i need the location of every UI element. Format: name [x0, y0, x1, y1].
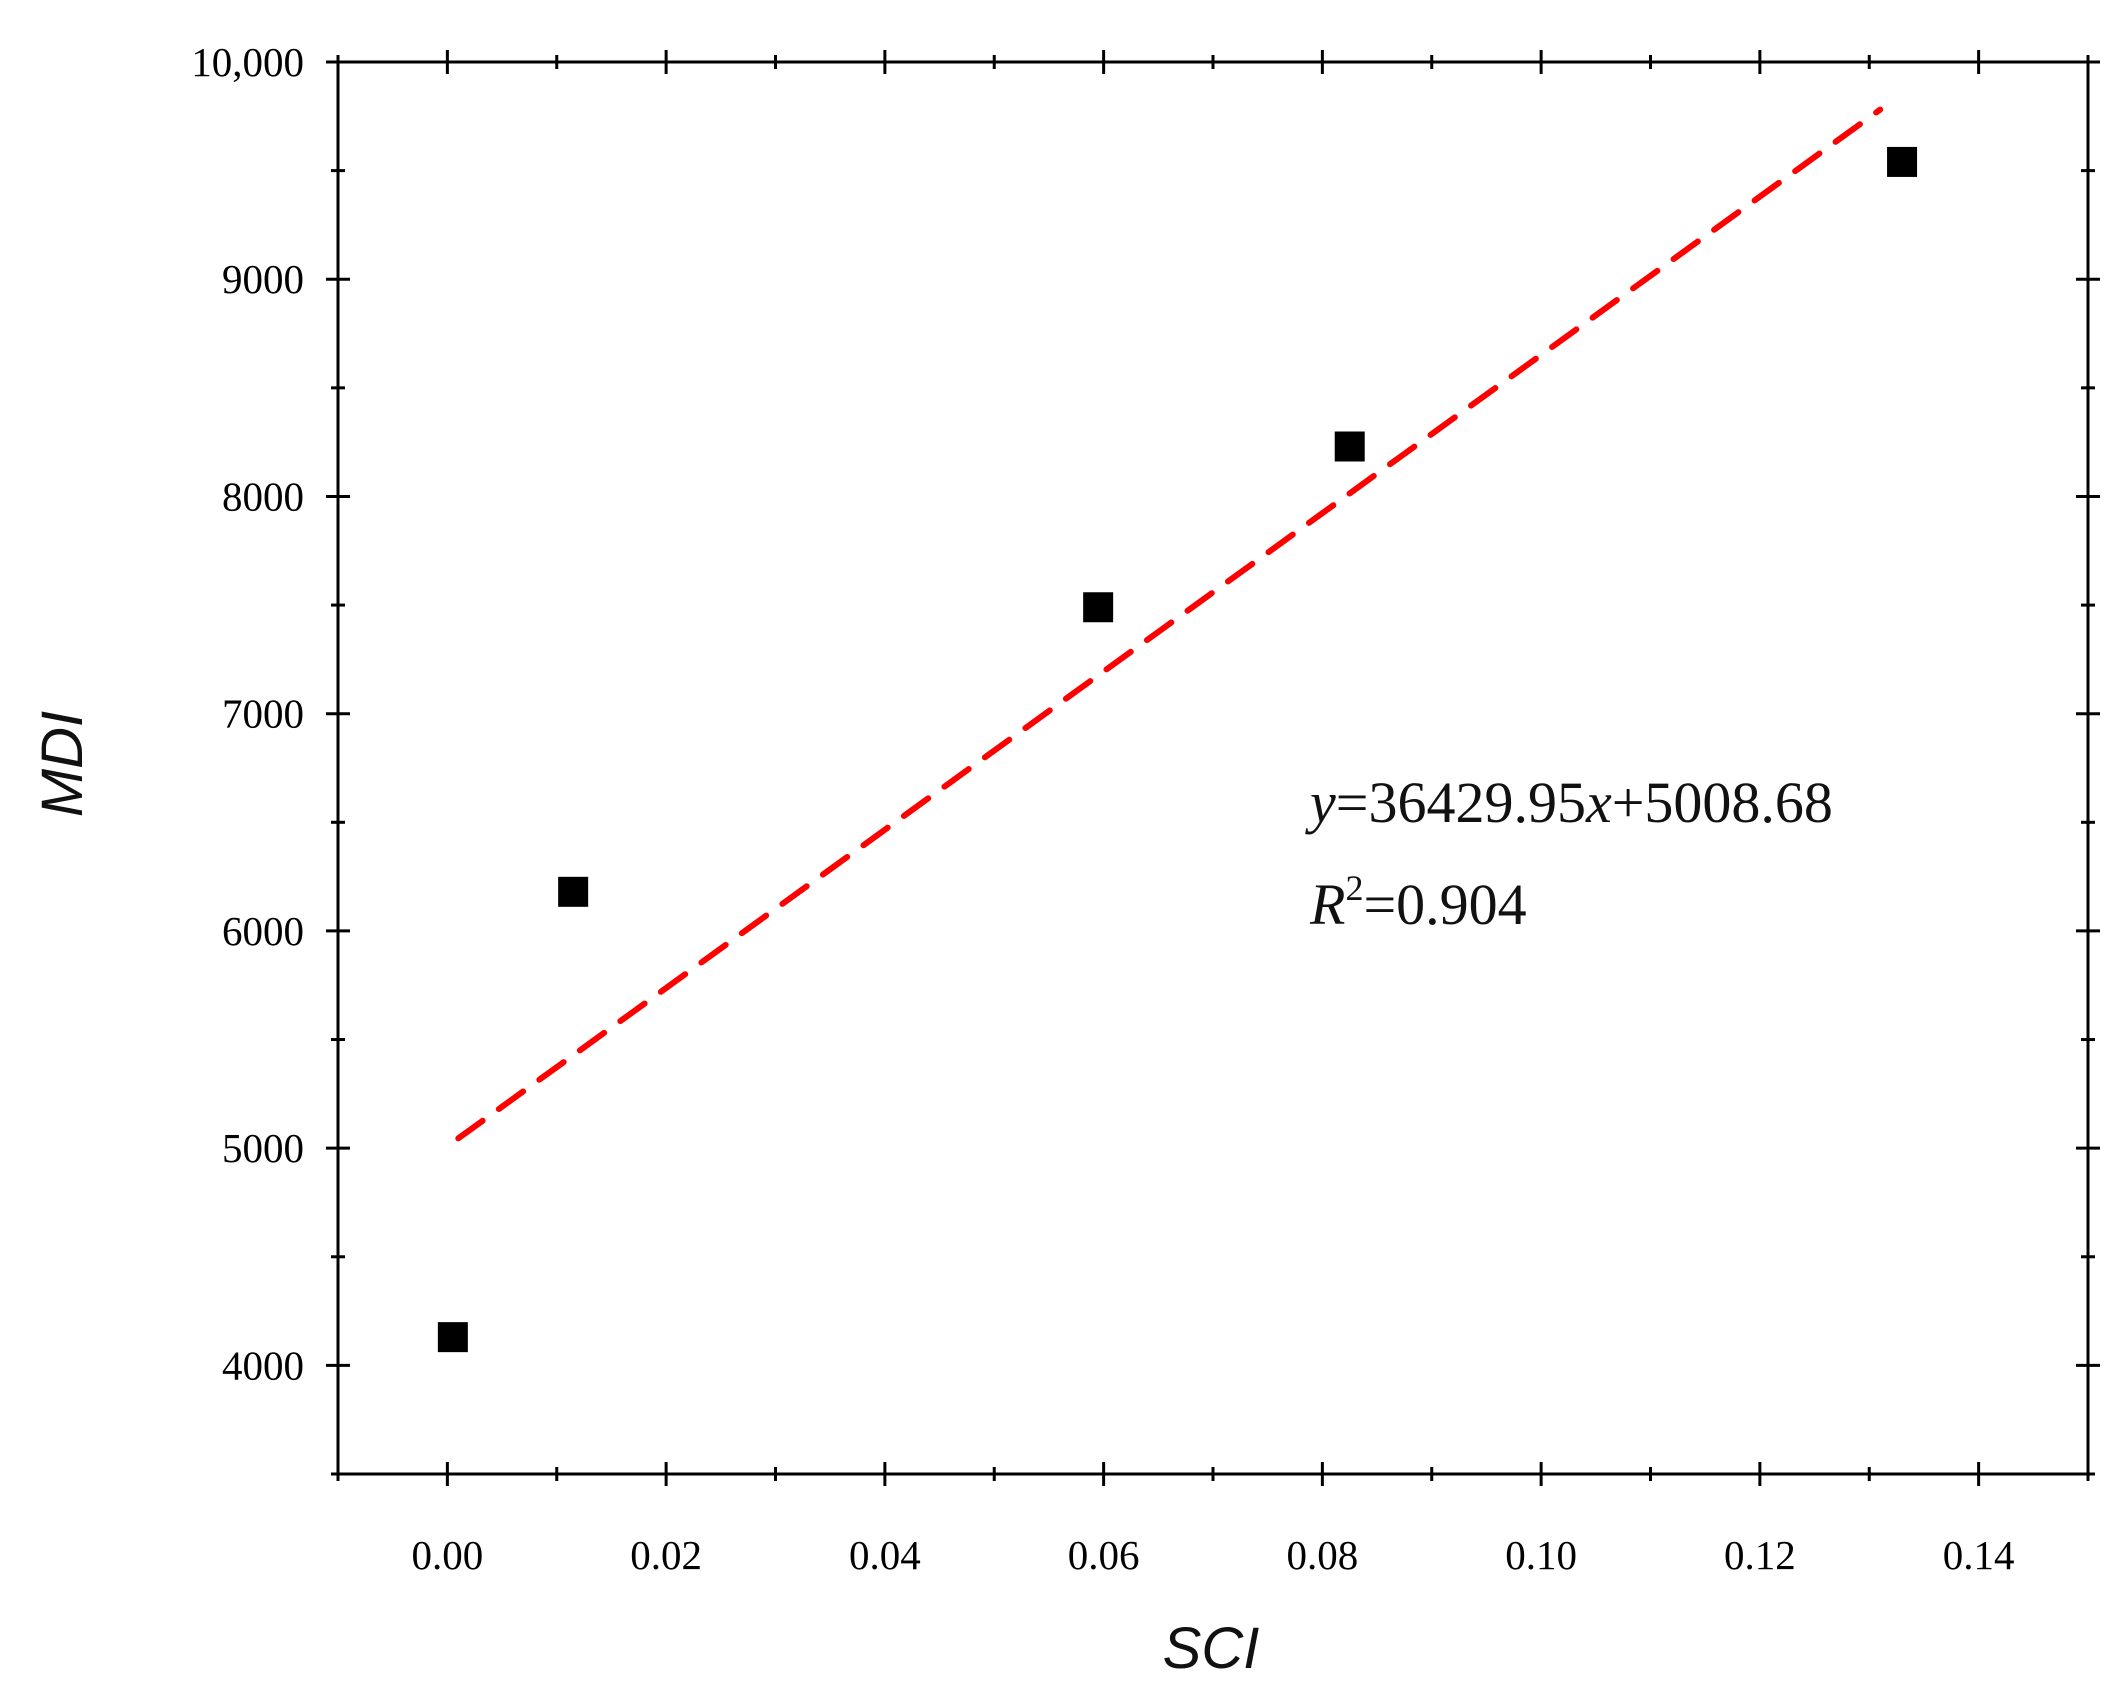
equation-y: y	[1305, 770, 1336, 835]
r-squared: R2=0.904	[1309, 868, 1527, 937]
equation-slope: =36429.95	[1336, 770, 1586, 835]
x-tick-label: 0.10	[1505, 1532, 1577, 1578]
equation-intercept: +5008.68	[1612, 770, 1833, 835]
x-tick-label: 0.04	[849, 1532, 921, 1578]
y-tick-label: 6000	[222, 908, 304, 954]
y-tick-label: 7000	[222, 691, 304, 737]
x-tick-label: 0.12	[1724, 1532, 1796, 1578]
y-tick-label: 5000	[222, 1125, 304, 1171]
x-tick-label: 0.08	[1287, 1532, 1359, 1578]
equation-x: x	[1585, 770, 1612, 835]
r-squared-value: =0.904	[1363, 872, 1526, 937]
r-squared-exponent: 2	[1345, 868, 1363, 908]
data-point-marker	[437, 1322, 468, 1353]
data-point-marker	[1083, 592, 1114, 623]
r-squared-r: R	[1309, 872, 1345, 937]
data-points	[437, 146, 1918, 1353]
y-tick-label: 8000	[222, 473, 304, 519]
data-point-marker	[1887, 146, 1918, 177]
y-tick-label: 10,000	[191, 39, 304, 85]
plot-frame	[336, 60, 2090, 1476]
x-axis-ticks: 0.00 0.02 0.04 0.06 0.08 0.10 0.12 0.14	[336, 50, 2090, 1578]
regression-equation: y=36429.95x+5008.68	[1305, 770, 1833, 835]
data-point-marker	[558, 876, 589, 907]
trendline	[455, 106, 1884, 1142]
y-axis-title: MDI	[30, 711, 95, 817]
x-tick-label: 0.00	[412, 1532, 484, 1578]
x-tick-label: 0.06	[1068, 1532, 1140, 1578]
plot-border	[336, 60, 2090, 1476]
x-tick-label: 0.14	[1943, 1532, 2015, 1578]
y-tick-label: 4000	[222, 1342, 304, 1388]
data-point-marker	[1334, 431, 1365, 462]
y-axis-ticks: 4000 5000 6000 7000 8000 9000 10,000	[191, 39, 2100, 1476]
x-tick-label: 0.02	[630, 1532, 702, 1578]
x-axis-title: SCI	[1163, 1616, 1260, 1681]
trendline-path	[455, 106, 1884, 1142]
y-tick-label: 9000	[222, 256, 304, 302]
